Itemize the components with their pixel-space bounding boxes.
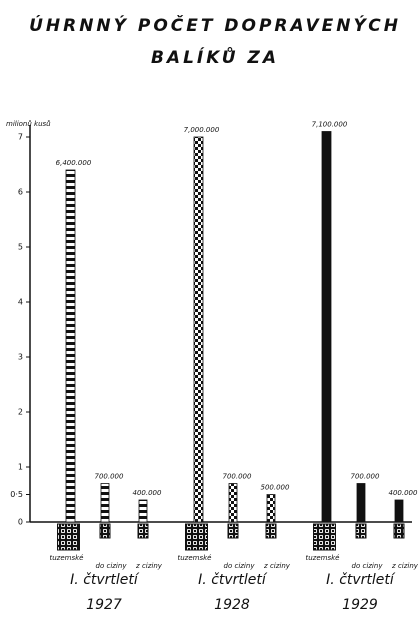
package-icon [137, 523, 149, 539]
value-label: 700.000 [351, 473, 380, 481]
group-label: I. čtvrtletí [70, 572, 140, 588]
chart-title: BALÍKŮ ZA [151, 46, 279, 68]
group-year: 1929 [342, 597, 378, 613]
y-tick-label: 0·5 [10, 490, 23, 499]
y-tick-label: 4 [18, 298, 23, 307]
package-icon [99, 523, 111, 539]
category-label: tuzemské [50, 554, 85, 562]
value-label: 700.000 [223, 473, 252, 481]
bar [138, 499, 148, 523]
category-label: tuzemské [178, 554, 213, 562]
package-icon [265, 523, 277, 539]
group-year: 1927 [86, 597, 122, 613]
category-label: z ciziny [135, 562, 163, 570]
value-label: 7,100.000 [312, 121, 348, 129]
category-label: tuzemské [306, 554, 341, 562]
category-label: do ciziny [96, 562, 128, 570]
package-icon [355, 523, 367, 539]
bar [394, 499, 404, 523]
value-label: 7,000.000 [184, 126, 220, 134]
value-label: 6,400.000 [56, 159, 92, 167]
package-icon [185, 523, 208, 551]
package-icon [393, 523, 405, 539]
bar [321, 131, 332, 523]
category-label: z ciziny [263, 562, 291, 570]
bar [228, 483, 238, 523]
y-axis-label: milionů kusů [6, 120, 51, 128]
category-label: z ciziny [391, 562, 418, 570]
chart-title: ÚHRNNÝ POČET DOPRAVENÝCH [29, 14, 401, 36]
value-label: 700.000 [95, 473, 124, 481]
group-year: 1928 [214, 597, 250, 613]
y-tick-label: 1 [18, 463, 23, 472]
bar [356, 483, 366, 523]
value-label: 500.000 [261, 484, 290, 492]
category-label: do ciziny [224, 562, 256, 570]
y-tick-label: 6 [18, 188, 23, 197]
y-tick-label: 2 [18, 408, 23, 417]
package-icon [313, 523, 336, 551]
package-icon [227, 523, 239, 539]
category-label: do ciziny [352, 562, 384, 570]
y-tick-label: 0 [18, 518, 23, 527]
y-tick-label: 7 [18, 133, 23, 142]
value-label: 400.000 [389, 489, 418, 497]
bar [65, 169, 76, 523]
value-label: 400.000 [133, 489, 162, 497]
bar [100, 483, 110, 523]
bar [193, 136, 204, 523]
group-label: I. čtvrtletí [198, 572, 268, 588]
group-label: I. čtvrtletí [326, 572, 396, 588]
bar [266, 494, 276, 523]
y-tick-label: 5 [18, 243, 23, 252]
package-icon [57, 523, 80, 551]
y-tick-label: 3 [18, 353, 23, 362]
